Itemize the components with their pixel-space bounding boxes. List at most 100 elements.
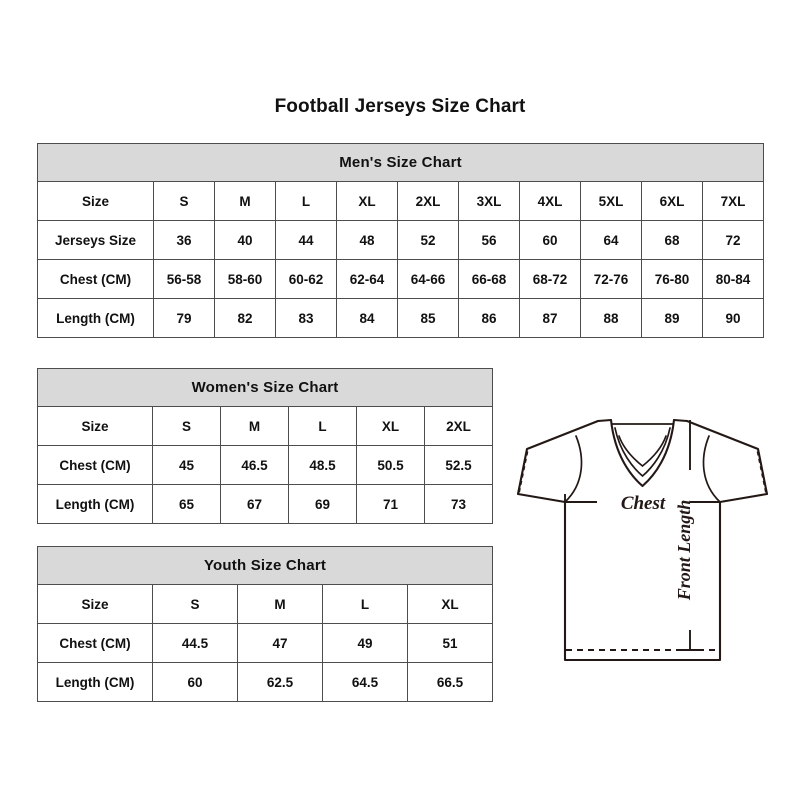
table-cell: XL [356,406,425,446]
table-cell: 47 [237,623,323,663]
table-cell: 56-58 [153,259,215,299]
table-cell: 2XL [397,181,459,221]
shirt-left-armhole-seam [564,435,583,503]
row-label-size: Size [37,181,154,221]
table-cell: 86 [458,298,520,338]
table-cell: 73 [423,484,494,524]
table-row: Chest (CM) 45 46.5 48.5 50.5 52.5 [37,445,494,485]
shirt-vneck-inner [618,435,667,468]
shirt-right-shoulder [672,418,689,423]
table-cell: 85 [397,298,459,338]
table-cell: L [322,584,408,624]
table-cell: S [152,584,238,624]
table-cell: 60 [519,220,581,260]
mens-size-table: Men's Size Chart Size S M L XL 2XL 3XL 4… [36,143,765,338]
shirt-right-armhole-seam [702,435,721,503]
table-row: Length (CM) 60 62.5 64.5 66.5 [37,662,494,702]
table-cell: 87 [519,298,581,338]
table-cell: 90 [701,298,765,338]
table-cell: L [275,181,337,221]
table-cell: XL [406,584,494,624]
table-cell: 72 [701,220,765,260]
table-row: Chest (CM) 56-58 58-60 60-62 62-64 64-66… [37,259,765,299]
table-cell: 69 [288,484,357,524]
table-cell: 68 [641,220,703,260]
table-cell: 60-62 [275,259,337,299]
table-row: Size S M L XL 2XL 3XL 4XL 5XL 6XL 7XL [37,181,765,221]
table-cell: 48 [336,220,398,260]
table-cell: 64 [580,220,642,260]
row-label-length: Length (CM) [37,484,153,524]
table-row: Length (CM) 79 82 83 84 85 86 87 88 89 9… [37,298,765,338]
table-cell: XL [336,181,398,221]
table-cell: M [220,406,289,446]
row-label-chest: Chest (CM) [37,623,153,663]
table-cell: 46.5 [220,445,289,485]
table-row: Size S M L XL [37,584,494,624]
table-cell: 4XL [519,181,581,221]
table-cell: 67 [220,484,289,524]
table-cell: 5XL [580,181,642,221]
table-cell: M [214,181,276,221]
table-cell: 65 [152,484,221,524]
table-band-row: Youth Size Chart [36,546,494,585]
table-cell: 52 [397,220,459,260]
table-row: Chest (CM) 44.5 47 49 51 [37,623,494,663]
table-band-row: Women's Size Chart [36,368,494,407]
table-cell: 76-80 [641,259,703,299]
row-label-size: Size [37,584,153,624]
shirt-left-shoulder [596,418,613,423]
table-cell: 45 [152,445,221,485]
table-cell: 79 [153,298,215,338]
table-cell: 89 [641,298,703,338]
table-cell: 62.5 [237,662,323,702]
front-length-label: Front Length [674,500,694,602]
table-cell: 66.5 [406,662,494,702]
table-cell: L [288,406,357,446]
row-label-chest: Chest (CM) [37,445,153,485]
row-label-length: Length (CM) [37,662,153,702]
table-cell: 51 [406,623,494,663]
womens-size-table: Women's Size Chart Size S M L XL 2XL Che… [36,368,494,524]
table-cell: 84 [336,298,398,338]
table-cell: 52.5 [423,445,494,485]
table-row: Length (CM) 65 67 69 71 73 [37,484,494,524]
shirt-right-sleeve-outline [685,419,769,504]
shirt-vneck-outer [609,418,676,488]
table-cell: 44.5 [152,623,238,663]
mens-band-title: Men's Size Chart [36,143,765,182]
row-label-size: Size [37,406,153,446]
table-cell: 68-72 [519,259,581,299]
table-cell: 80-84 [701,259,765,299]
tshirt-diagram: Chest Front Length [505,398,790,688]
table-cell: 66-68 [458,259,520,299]
table-cell: 36 [153,220,215,260]
table-cell: 7XL [701,181,765,221]
table-cell: 50.5 [356,445,425,485]
table-band-row: Men's Size Chart [36,143,765,182]
shirt-body-outline [563,500,722,662]
row-label-chest: Chest (CM) [37,259,154,299]
page-title: Football Jerseys Size Chart [274,96,526,117]
table-cell: S [153,181,215,221]
table-row: Size S M L XL 2XL [37,406,494,446]
row-label-jerseys-size: Jerseys Size [37,220,154,260]
table-cell: 60 [152,662,238,702]
table-cell: 83 [275,298,337,338]
table-cell: 64.5 [322,662,408,702]
table-cell: 56 [458,220,520,260]
youth-size-table: Youth Size Chart Size S M L XL Chest (CM… [36,546,494,702]
table-row: Jerseys Size 36 40 44 48 52 56 60 64 68 … [37,220,765,260]
table-cell: 62-64 [336,259,398,299]
womens-band-title: Women's Size Chart [36,368,494,407]
table-cell: M [237,584,323,624]
table-cell: 2XL [423,406,494,446]
chest-label: Chest [621,493,666,514]
table-cell: 82 [214,298,276,338]
table-cell: 40 [214,220,276,260]
table-cell: 88 [580,298,642,338]
shirt-left-sleeve-outline [516,419,600,504]
table-cell: 3XL [458,181,520,221]
youth-band-title: Youth Size Chart [36,546,494,585]
